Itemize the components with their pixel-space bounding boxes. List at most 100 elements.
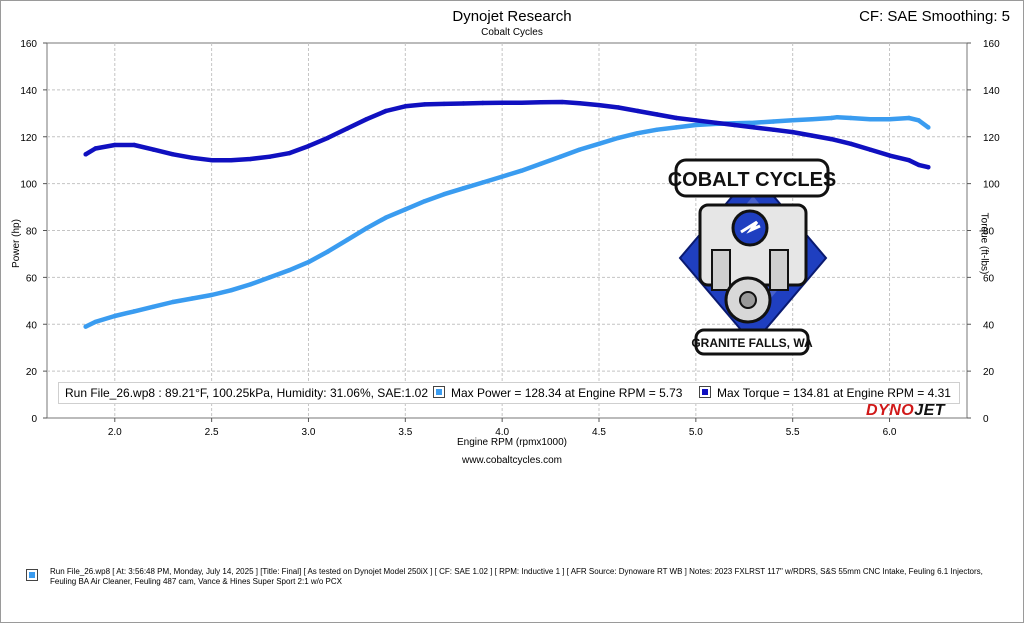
data-point-power [93, 319, 98, 325]
run-notes: Run File_26.wp8 [ At: 3:56:48 PM, Monday… [50, 567, 983, 586]
data-point-power [286, 268, 292, 273]
y-tick-right-label: 120 [983, 133, 1000, 144]
data-point-power [306, 259, 311, 265]
legend-run-info: Run File_26.wp8 : 89.21°F, 100.25kPa, Hu… [65, 386, 429, 400]
data-point-power [809, 116, 815, 122]
data-point-torque [916, 162, 921, 168]
data-point-torque [209, 157, 214, 163]
data-point-torque [751, 125, 757, 130]
data-point-torque [499, 100, 505, 105]
data-point-torque [674, 115, 679, 121]
y-tick-right-label: 20 [983, 367, 995, 378]
cobalt-cycles-logo: COBALT CYCLES GRANITE FALLS, WA [668, 158, 837, 356]
data-point-torque [441, 101, 447, 107]
data-point-power [596, 141, 602, 146]
series-layer [83, 99, 931, 329]
data-point-torque [170, 152, 176, 157]
data-point-torque [926, 165, 931, 170]
data-point-torque [596, 102, 602, 108]
data-point-torque [732, 122, 737, 128]
x-axis-label: Engine RPM (rpmx1000) [456, 437, 568, 448]
x-tick-label: 4.0 [495, 427, 509, 438]
y-tick-right-label: 100 [983, 180, 1000, 191]
data-point-power [693, 122, 699, 128]
correction-factor-label: CF: SAE Smoothing: 5 [859, 8, 1010, 25]
data-point-power [751, 120, 757, 125]
website-label: www.cobaltcycles.com [461, 455, 563, 466]
x-tick-label: 2.5 [205, 427, 219, 438]
data-point-torque [577, 101, 582, 106]
data-point-power [577, 147, 582, 152]
data-point-power [422, 199, 427, 204]
data-point-torque [887, 153, 892, 158]
x-tick-label: 5.0 [689, 427, 703, 438]
data-point-torque [480, 100, 485, 106]
data-point-torque [403, 104, 408, 109]
data-point-power [654, 127, 660, 132]
legend-box: Run File_26.wp8 : 89.21°F, 100.25kPa, Hu… [58, 382, 960, 404]
cobalt-logo-top-text: COBALT CYCLES [668, 169, 837, 191]
data-point-power [112, 313, 117, 319]
series-line-torque [83, 99, 931, 170]
data-point-power [248, 282, 253, 287]
x-tick-label: 3.0 [302, 427, 316, 438]
data-point-power [325, 249, 331, 254]
y-tick-left-label: 140 [20, 86, 37, 97]
data-point-power [345, 237, 350, 243]
x-tick-label: 6.0 [883, 427, 897, 438]
y-tick-right-label: 160 [983, 39, 1000, 50]
data-point-power [771, 119, 776, 124]
data-point-power [83, 324, 88, 329]
y-tick-left-label: 0 [31, 414, 37, 425]
chart-title: Dynojet Research [452, 8, 572, 25]
data-point-power [835, 115, 840, 120]
data-point-torque [790, 129, 795, 135]
data-point-torque [228, 157, 234, 163]
data-point-power [131, 309, 137, 314]
x-tick-label: 2.0 [108, 427, 122, 438]
legend-torque-swatch[interactable] [699, 386, 711, 398]
data-point-power [267, 275, 272, 280]
grid-layer [46, 42, 968, 419]
data-point-torque [364, 116, 369, 122]
chart-subtitle: Cobalt Cycles [481, 27, 543, 38]
y-tick-right-label: 40 [983, 320, 995, 331]
x-tick-label: 4.5 [592, 427, 606, 438]
data-point-torque [383, 108, 389, 114]
data-point-power [499, 174, 505, 179]
data-point-torque [286, 150, 292, 156]
dynojet-logo: DYNOJET [866, 402, 946, 419]
y-tick-left-label: 160 [20, 39, 37, 50]
data-point-power [916, 118, 921, 123]
data-point-power [674, 125, 679, 130]
y-tick-right-label: 140 [983, 86, 1000, 97]
y-tick-right-label: 0 [983, 414, 989, 425]
data-point-torque [635, 108, 640, 114]
data-point-power [616, 135, 621, 141]
data-point-power [635, 131, 640, 136]
data-point-power [926, 125, 931, 130]
data-point-torque [538, 100, 544, 105]
y-tick-right-label: 60 [983, 273, 995, 284]
data-point-power [906, 115, 912, 121]
data-point-torque [83, 152, 88, 157]
notes-run-swatch[interactable] [26, 569, 38, 581]
data-point-torque [906, 157, 912, 163]
data-point-torque [345, 126, 350, 131]
legend-torque-text: Max Torque = 134.81 at Engine RPM = 4.31 [717, 386, 951, 400]
data-point-power [441, 191, 447, 197]
legend-power-text: Max Power = 128.34 at Engine RPM = 5.73 [451, 386, 683, 400]
data-point-torque [151, 147, 156, 152]
data-point-torque [654, 112, 660, 117]
legend-power-swatch[interactable] [433, 386, 445, 398]
data-point-torque [461, 101, 466, 106]
y-tick-left-label: 20 [26, 367, 38, 378]
data-point-power [887, 116, 892, 122]
data-point-torque [867, 147, 873, 152]
data-point-power [170, 299, 176, 305]
data-point-torque [848, 141, 853, 146]
data-point-torque [560, 99, 565, 105]
y-tick-left-label: 100 [20, 180, 37, 191]
data-point-torque [519, 100, 524, 105]
y-tick-left-label: 80 [26, 227, 38, 238]
